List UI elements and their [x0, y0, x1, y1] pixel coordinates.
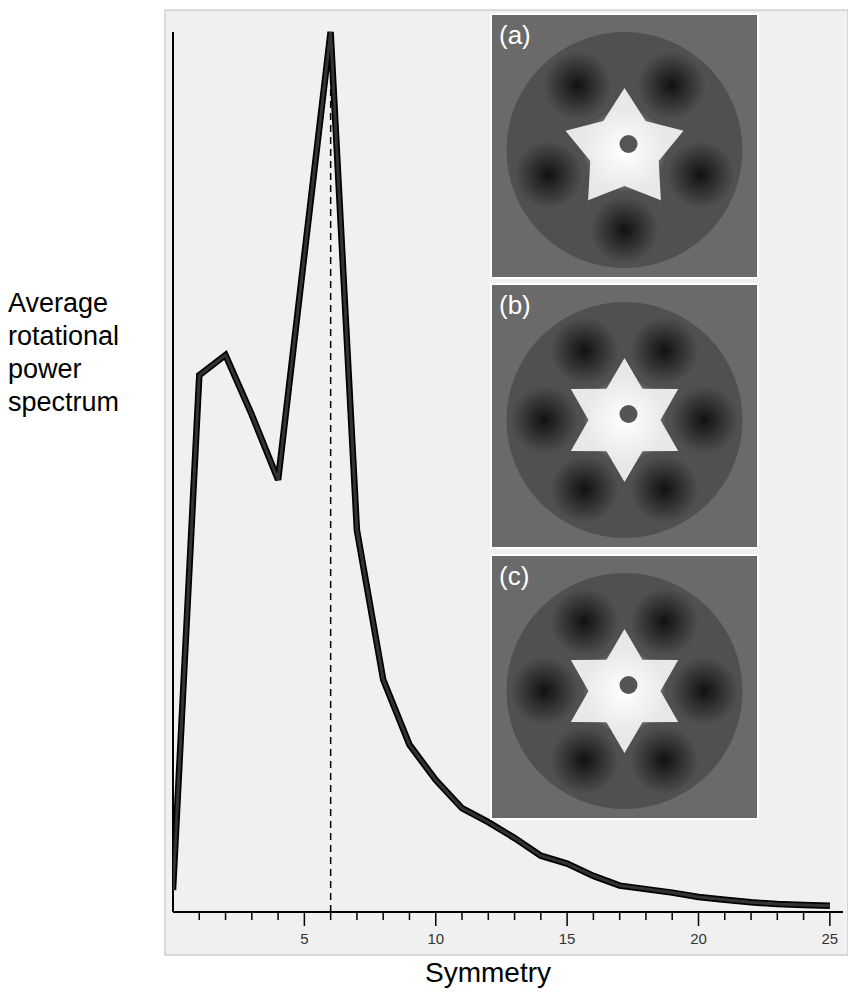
- x-axis: [173, 911, 843, 913]
- x-minor-tick: [356, 912, 358, 920]
- inset-glow: [583, 649, 667, 733]
- inset-blob: [543, 51, 611, 119]
- reference-line: [330, 32, 332, 912]
- inset-core: [620, 405, 638, 423]
- inset-core: [620, 676, 638, 694]
- inset-blob: [551, 588, 619, 656]
- x-tick-label: 25: [822, 930, 839, 947]
- inset-blob: [511, 386, 579, 454]
- x-minor-tick: [777, 912, 779, 920]
- y-axis-title-line: spectrum: [8, 387, 119, 417]
- x-axis-title: Symmetry: [425, 957, 551, 988]
- chart: 5 10 15 20 25 (a) (b) (c) Symmetry Averagerotatio…: [0, 0, 848, 997]
- inset-star: [566, 88, 684, 200]
- inset-blob: [551, 455, 619, 523]
- inset-halo: [507, 302, 743, 538]
- inset-blob: [631, 455, 699, 523]
- x-tick-label: 10: [427, 930, 444, 947]
- inset-star: [571, 358, 678, 482]
- x-minor-tick: [619, 912, 621, 920]
- inset-blob: [591, 196, 659, 264]
- inset-halo: [507, 573, 743, 809]
- inset-star: [571, 629, 678, 753]
- inset-blob: [631, 588, 699, 656]
- x-minor-tick: [540, 912, 542, 920]
- inset-core: [620, 135, 638, 153]
- inset-label: (c): [499, 561, 529, 591]
- x-minor-tick: [330, 912, 332, 920]
- inset-frame: [491, 284, 758, 548]
- inset-blob: [667, 141, 735, 209]
- inset-image: [491, 284, 758, 548]
- inset-blob: [638, 51, 706, 119]
- inset-blob: [671, 657, 739, 725]
- x-minor-tick: [199, 912, 201, 920]
- inset-glow: [583, 378, 667, 462]
- x-tick: [829, 912, 831, 926]
- inset-blob: [511, 657, 579, 725]
- x-tick: [698, 912, 700, 926]
- x-minor-tick: [225, 912, 227, 920]
- inset-blob: [671, 386, 739, 454]
- x-minor-tick: [488, 912, 490, 920]
- inset-blob: [551, 317, 619, 385]
- inset-blob: [551, 726, 619, 794]
- x-minor-tick: [645, 912, 647, 920]
- y-axis-title-line: Average: [8, 288, 108, 318]
- x-tick: [435, 912, 437, 926]
- y-axis-title: Averagerotationalpowerspectrum: [8, 288, 119, 417]
- y-axis: [172, 32, 174, 912]
- x-minor-tick: [277, 912, 279, 920]
- inset-label: (b): [499, 290, 531, 320]
- x-tick-label: 15: [559, 930, 576, 947]
- inset-blob: [631, 726, 699, 794]
- x-minor-tick: [593, 912, 595, 920]
- x-tick: [304, 912, 306, 926]
- x-minor-tick: [251, 912, 253, 920]
- x-minor-tick: [750, 912, 752, 920]
- x-minor-tick: [514, 912, 516, 920]
- x-minor-tick: [724, 912, 726, 920]
- inset-glow: [583, 108, 667, 192]
- x-tick-label: 5: [300, 930, 308, 947]
- panel-background: [165, 10, 848, 955]
- y-axis-title-line: rotational: [8, 321, 119, 351]
- x-tick-label: 20: [690, 930, 707, 947]
- x-minor-tick: [409, 912, 411, 920]
- inset-blob: [631, 317, 699, 385]
- inset-frame: [491, 555, 758, 819]
- x-tick: [566, 912, 568, 926]
- x-minor-tick: [671, 912, 673, 920]
- x-minor-tick: [382, 912, 384, 920]
- inset-label: (a): [499, 20, 531, 50]
- inset-frame: [491, 14, 758, 278]
- inset-blob: [514, 141, 582, 209]
- inset-image: [491, 555, 758, 819]
- inset-halo: [507, 32, 743, 268]
- x-minor-tick: [461, 912, 463, 920]
- y-axis-title-line: power: [8, 354, 82, 384]
- inset-image: [491, 14, 758, 278]
- x-minor-tick: [803, 912, 805, 920]
